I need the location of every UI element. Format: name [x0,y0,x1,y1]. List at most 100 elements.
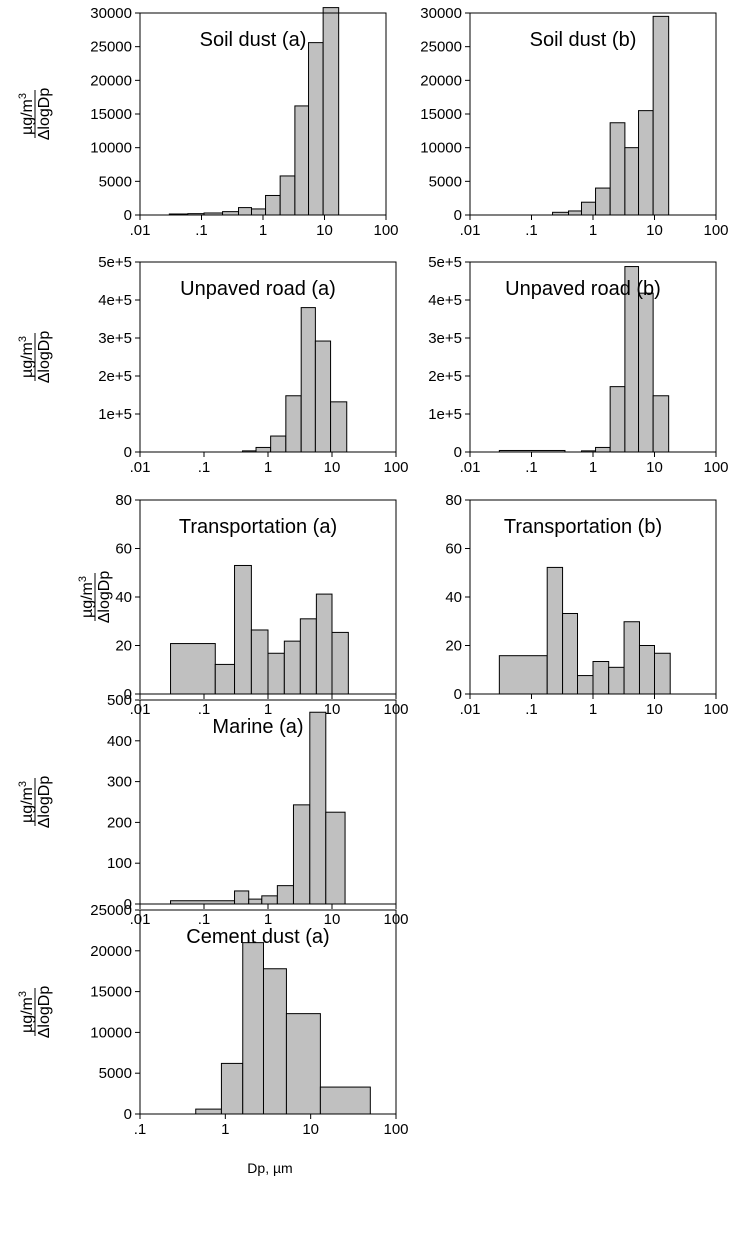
x-tick-label: 1 [589,459,597,476]
y-tick-label: 20000 [90,72,132,89]
y-tick-label: 2e+5 [98,368,132,385]
y-axis-label: µg/m3 ΔlogDp [17,88,53,141]
histogram-bar [248,898,263,905]
panel-title: Marine (a) [212,716,303,738]
histogram-bar [568,210,582,216]
x-tick-label: 10 [324,459,341,476]
histogram-bar [214,663,236,695]
y-tick-label: 30000 [90,5,132,22]
y-tick-label: 15000 [90,984,132,1001]
histogram-bar [654,652,671,695]
y-tick-label: 0 [124,444,132,461]
chart-panel: 0 5000 10000 15000 20000 25000 .1 1 10 100 Cement … [90,902,408,1138]
x-tick-label: .01 [460,701,481,718]
histogram-bar [300,307,316,453]
histogram-bar [331,631,349,695]
histogram-bar [624,147,640,216]
histogram-bar [562,612,579,695]
x-tick-label: 1 [264,701,272,718]
y-tick-label: 60 [115,541,132,558]
histogram-bar [255,446,272,453]
x-tick-label: 1 [589,222,597,239]
x-tick-label: .1 [525,459,538,476]
y-tick-label: 100 [107,855,132,872]
histogram-bar [285,1013,321,1115]
y-axis-label-numerator: µg/m3 [17,93,36,135]
histogram-bar [652,15,670,216]
histogram-bar [638,110,654,216]
x-tick-label: 10 [316,222,333,239]
histogram-bar [577,675,594,695]
histogram-bar [285,395,302,453]
histogram-bar [609,386,626,453]
histogram-bar [315,593,333,695]
y-tick-label: 0 [124,207,132,224]
y-tick-label: 40 [445,589,462,606]
x-tick-label: 10 [302,1121,319,1138]
x-axis-label: Dp, µm [247,1160,292,1176]
y-axis-label: µg/m3 ΔlogDp [17,986,53,1039]
x-tick-label: 10 [324,701,341,718]
x-tick-label: .1 [195,222,208,239]
histogram-bar [250,208,267,216]
histogram-bar [309,711,327,905]
y-axis-label-numerator: µg/m3 [17,781,36,823]
panel-title: Soil dust (a) [200,29,307,51]
y-tick-label: 300 [107,774,132,791]
histogram-bar [638,292,654,453]
y-tick-label: 4e+5 [98,292,132,309]
y-tick-label: 0 [124,896,132,913]
histogram-bar [261,895,278,905]
histogram-bar [623,621,640,695]
y-axis-label-numerator: µg/m3 [17,991,36,1033]
x-tick-label: .1 [525,222,538,239]
panel-title: Soil dust (b) [530,29,637,51]
y-tick-label: 3e+5 [98,330,132,347]
histogram-bar [283,640,301,695]
y-tick-label: 0 [454,686,462,703]
panel-title: Cement dust (a) [186,926,329,948]
y-tick-label: 1e+5 [98,406,132,423]
y-tick-label: 1e+5 [428,406,462,423]
x-tick-label: 10 [646,222,663,239]
chart-panel: 0 20 40 60 80 .01 .1 1 10 100 Transportation (b) [445,492,728,718]
y-tick-label: 20000 [90,943,132,960]
histogram-bar [299,618,317,695]
x-tick-label: 100 [383,1121,408,1138]
histogram-bar [546,566,564,695]
x-tick-label: 100 [373,222,398,239]
x-tick-label: .1 [198,911,211,928]
histogram-bar [238,207,252,216]
y-tick-label: 20000 [420,72,462,89]
histogram-bar [609,122,626,216]
x-tick-label: .1 [134,1121,147,1138]
y-tick-label: 5000 [99,173,132,190]
y-tick-label: 15000 [90,106,132,123]
chart-panel: 0 5000 10000 15000 20000 25000 30000 .01 .1 1 10 10… [420,5,728,239]
y-tick-label: 15000 [420,106,462,123]
y-tick-label: 40 [115,589,132,606]
y-axis-label: µg/m3 ΔlogDp [17,776,53,829]
y-tick-label: 25000 [90,902,132,919]
histogram-bar [250,629,269,695]
y-tick-label: 60 [445,541,462,558]
x-tick-label: .1 [525,701,538,718]
y-tick-label: 0 [124,686,132,703]
histogram-bar [292,804,311,905]
y-tick-label: 30000 [420,5,462,22]
y-tick-label: 10000 [90,1024,132,1041]
y-tick-label: 20 [445,638,462,655]
histogram-bar [242,942,264,1115]
y-axis-label-denominator: ΔlogDp [36,986,53,1039]
histogram-bar [265,194,281,216]
histogram-bar [592,661,610,695]
x-tick-label: 10 [646,701,663,718]
x-tick-label: .01 [130,459,151,476]
y-tick-label: 80 [445,492,462,509]
panel-title: Unpaved road (a) [180,278,336,300]
y-tick-label: 200 [107,814,132,831]
histogram-bar [270,435,287,453]
histogram-bar [170,643,216,695]
y-tick-label: 500 [107,692,132,709]
